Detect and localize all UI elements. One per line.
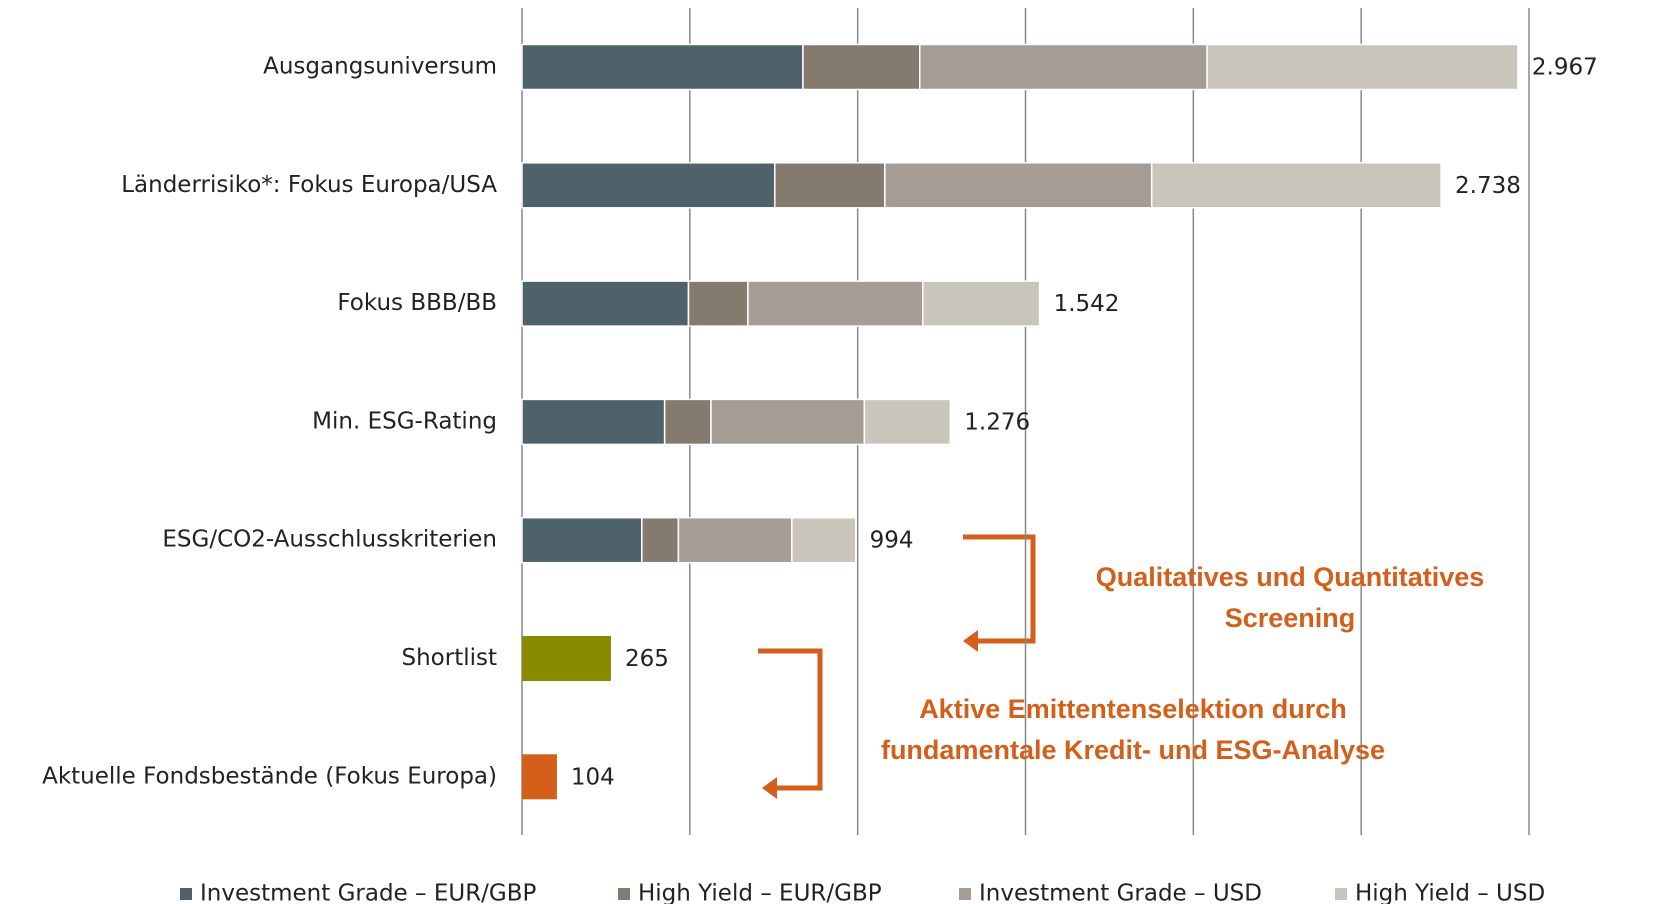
category-label: Min. ESG-Rating bbox=[312, 408, 497, 434]
annotation-arrows bbox=[758, 534, 1036, 799]
bar bbox=[522, 636, 611, 681]
legend-label: Investment Grade – USD bbox=[979, 881, 1262, 904]
bar-segment bbox=[747, 280, 924, 327]
bar-segment bbox=[774, 162, 886, 209]
bar-segment bbox=[919, 43, 1208, 91]
value-label: 104 bbox=[571, 764, 615, 790]
bar-segment bbox=[677, 516, 793, 564]
category-label: Ausgangsuniversum bbox=[263, 54, 497, 80]
bar-segment bbox=[1206, 43, 1519, 91]
category-label: Aktuelle Fondsbestände (Fokus Europa) bbox=[42, 763, 497, 789]
legend-label: Investment Grade – EUR/GBP bbox=[200, 881, 537, 904]
bar-segment bbox=[663, 398, 712, 446]
value-label: 265 bbox=[625, 646, 669, 672]
category-label: Länderrisiko*: Fokus Europa/USA bbox=[121, 172, 497, 198]
arrow bbox=[758, 648, 823, 791]
annotation: Screening bbox=[1225, 603, 1356, 633]
arrowhead bbox=[963, 630, 978, 652]
bar-segment bbox=[521, 162, 776, 209]
bar-segment bbox=[521, 43, 804, 91]
bar-segment bbox=[521, 398, 666, 446]
legend-swatch bbox=[1335, 888, 1347, 900]
value-label: 1.542 bbox=[1054, 291, 1120, 317]
value-label: 2.967 bbox=[1532, 55, 1598, 81]
bar-segment bbox=[521, 516, 643, 564]
annotation: Qualitatives und Quantitatives bbox=[1096, 562, 1485, 592]
value-label: 2.738 bbox=[1455, 173, 1521, 199]
bar-segment bbox=[791, 516, 857, 564]
legend-label: High Yield – USD bbox=[1355, 881, 1545, 904]
legend-swatch bbox=[959, 888, 971, 900]
value-label: 994 bbox=[870, 528, 914, 554]
bar-segment bbox=[802, 43, 921, 91]
annotation: fundamentale Kredit- und ESG-Analyse bbox=[881, 735, 1385, 765]
bar-segment bbox=[863, 398, 952, 446]
legend-swatch bbox=[618, 888, 630, 900]
bar-segment bbox=[521, 280, 690, 327]
bar bbox=[522, 754, 557, 800]
bar-segment bbox=[710, 398, 866, 446]
legend-label: High Yield – EUR/GBP bbox=[638, 881, 882, 904]
bar-segment bbox=[1150, 162, 1442, 209]
category-label: Fokus BBB/BB bbox=[337, 290, 497, 316]
category-label: ESG/CO2-Ausschlusskriterien bbox=[162, 527, 497, 553]
bar-segment bbox=[687, 280, 749, 327]
annotation: Aktive Emittentenselektion durch bbox=[919, 694, 1347, 724]
category-label: Shortlist bbox=[401, 645, 497, 671]
bar-segment bbox=[922, 280, 1041, 327]
arrowhead bbox=[762, 777, 777, 799]
bar-segment bbox=[884, 162, 1153, 209]
value-label: 1.276 bbox=[964, 409, 1030, 435]
legend-swatch bbox=[180, 888, 192, 900]
arrow bbox=[963, 534, 1036, 644]
bar-segment bbox=[641, 516, 680, 564]
